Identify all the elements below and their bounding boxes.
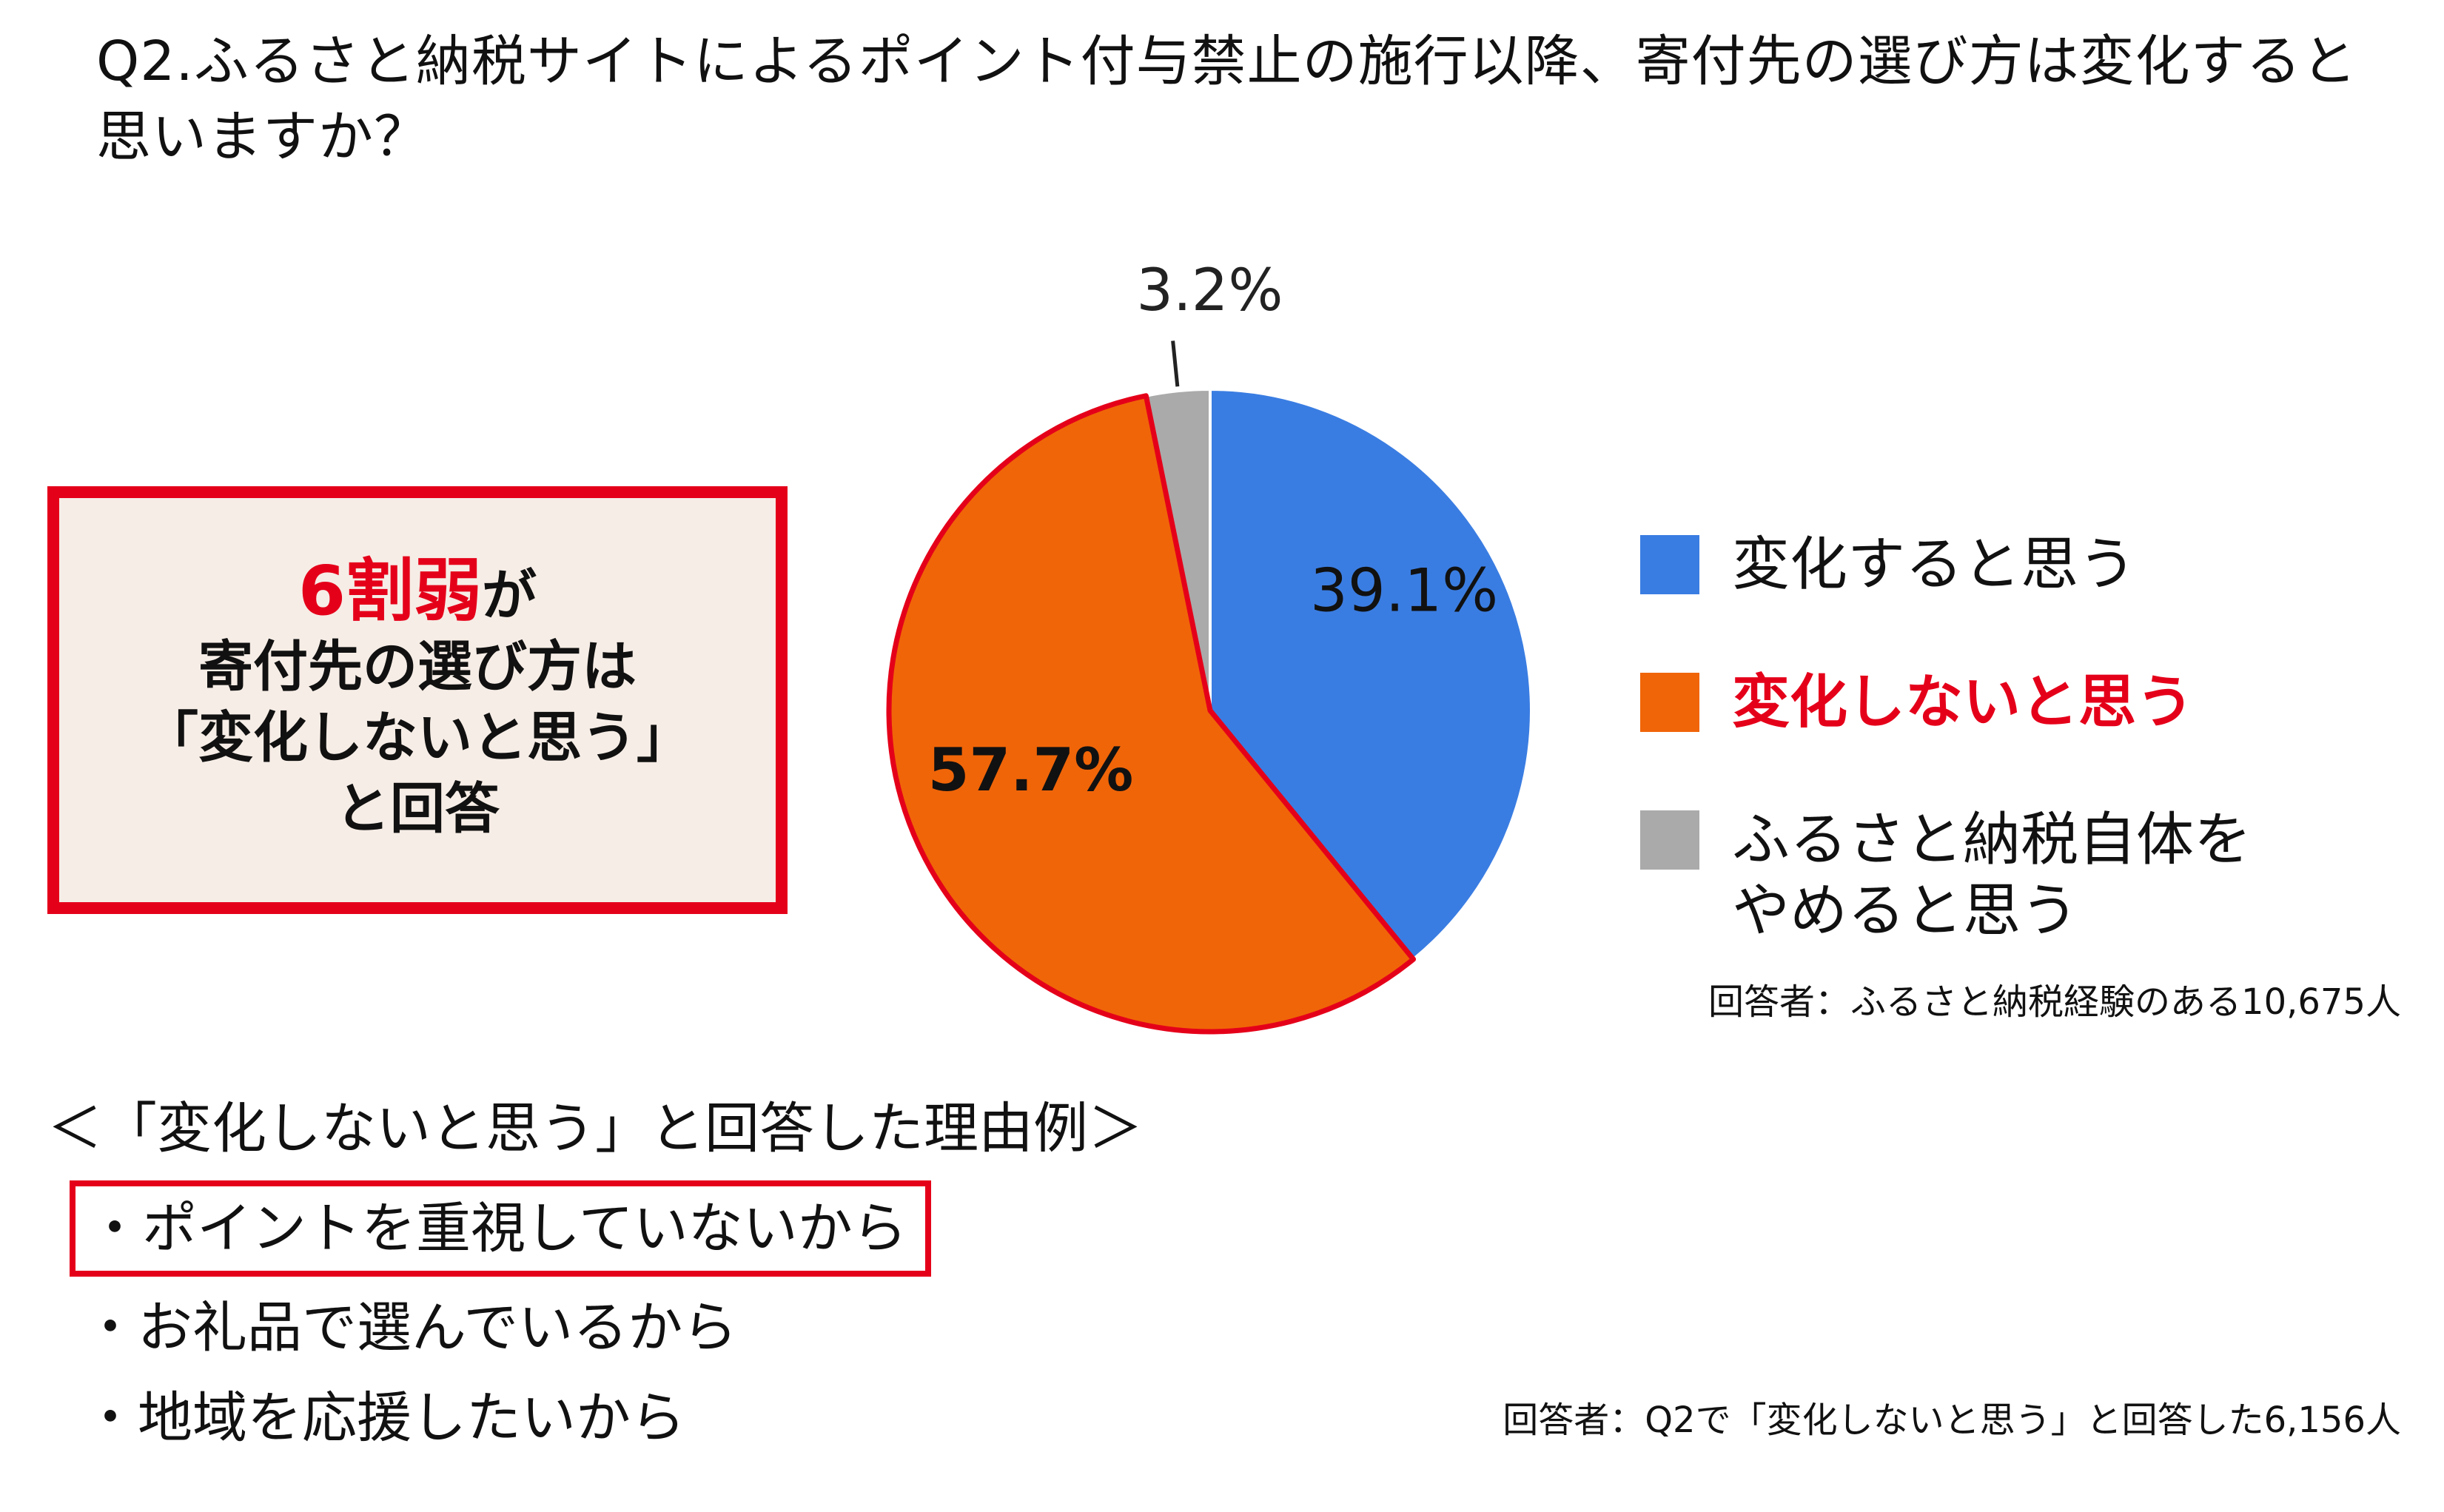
pie-slice-label-0: 39.1% [1310,556,1498,625]
pie-slice-0 [1209,387,1533,961]
question-title: Q2.ふるさと納税サイトによるポイント付与禁止の施行以降、寄付先の選び方は変化す… [96,30,2357,169]
pie-slice-2 [1144,387,1212,711]
callout-line-4: と回答 [335,777,500,841]
legend-item-no-change: 変化しないと思う [1640,667,2410,738]
pie-slice-label-1: 57.7% [928,736,1134,804]
legend-swatch-quit [1640,810,1699,870]
legend-item-change: 変化すると思う [1640,529,2410,600]
reason-item-highlighted: ・ポイントを重視していないから [70,1180,931,1277]
pie-slice-label-2: 3.2% [1136,258,1283,324]
respondents-note: 回答者：ふるさと納税経験のある10,675人 [1708,981,2401,1023]
legend-swatch-change [1640,535,1699,594]
legend-label-change: 変化すると思う [1732,531,2137,598]
legend-swatch-no-change [1640,673,1699,732]
legend-label-quit: ふるさと納税自体を やめると思う [1732,807,2252,944]
pie-slice-1 [886,393,1417,1035]
callout-line-2: 寄付先の選び方は [198,635,637,699]
reasons-respondents-note: 回答者：Q2で「変化しないと思う」と回答した6,156人 [1503,1400,2401,1441]
legend-item-quit: ふるさと納税自体を やめると思う [1640,804,2410,947]
reason-row-2: ・お礼品で選んでいるから [47,1291,1380,1382]
reason-row-3: ・地域を応援したいから [47,1382,1380,1472]
pie-leader-line-2 [1171,340,1180,387]
callout-line-3: 「変化しないと思う」 [144,706,691,770]
callout-after-highlight: が [482,564,537,628]
reasons-section: ＜「変化しないと思う」と回答した理由例＞ ・ポイントを重視していないから ・お礼… [47,1090,1380,1472]
reason-item: ・お礼品で選んでいるから [83,1296,738,1360]
result-callout-box: 6割弱が 寄付先の選び方は 「変化しないと思う」 と回答 [47,486,788,914]
legend-label-no-change: 変化しないと思う [1732,669,2195,736]
reason-item: ・地域を応援したいから [83,1386,685,1450]
callout-line-1: 6割弱が [298,556,537,631]
callout-highlight: 6割弱 [298,551,482,631]
legend: 変化すると思う 変化しないと思う ふるさと納税自体を やめると思う [1640,529,2410,947]
reasons-title: ＜「変化しないと思う」と回答した理由例＞ [47,1097,1143,1160]
reason-row-1: ・ポイントを重視していないから [47,1180,1380,1291]
